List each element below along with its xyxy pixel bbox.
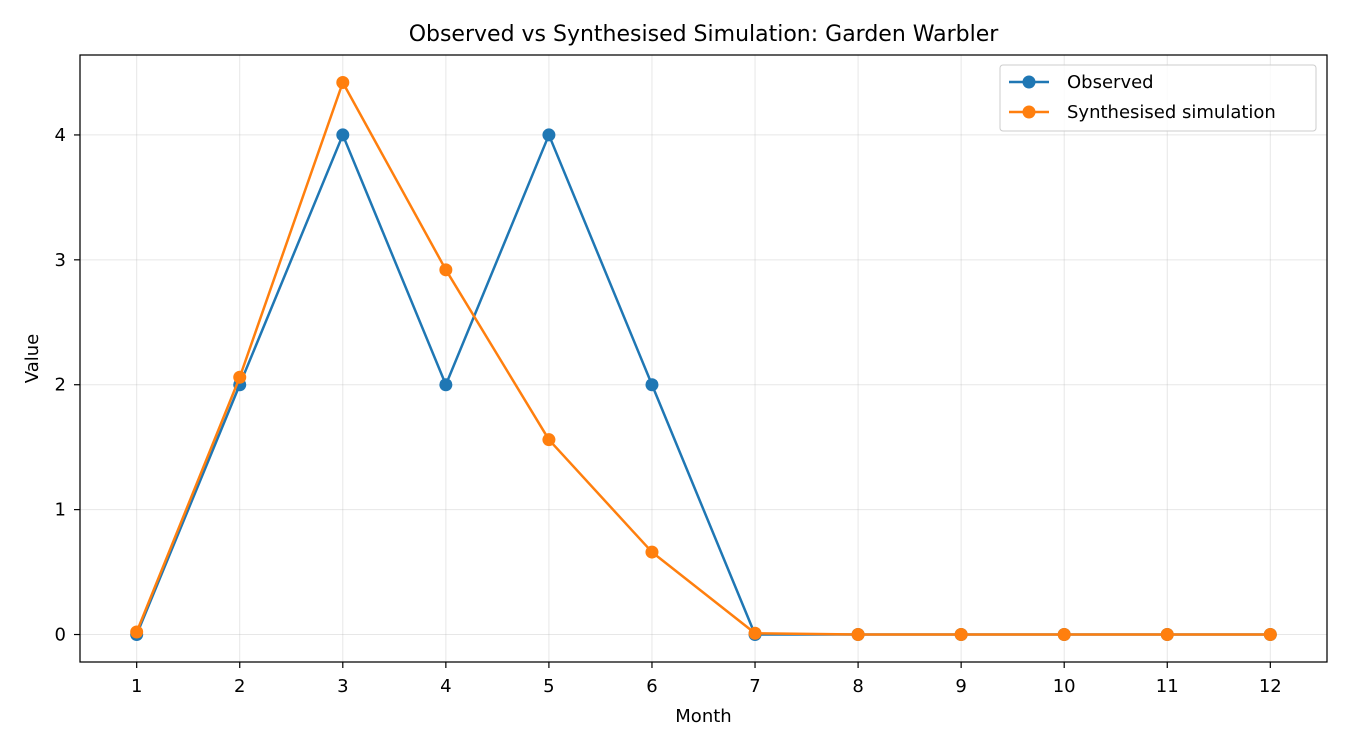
data-point-simulation [542,433,556,447]
data-point-observed [645,378,659,392]
x-tick-label: 6 [646,676,657,697]
data-point-observed [336,128,350,142]
data-point-simulation [233,370,247,384]
data-point-simulation [1057,628,1071,642]
y-tick-label: 0 [55,625,66,646]
x-tick-label: 8 [852,676,863,697]
legend-label-simulation: Synthesised simulation [1067,102,1276,123]
plot-frame [79,54,1328,663]
x-tick-label: 2 [234,676,245,697]
x-tick-label: 12 [1259,676,1282,697]
x-tick-label: 7 [749,676,760,697]
data-point-simulation [1160,628,1174,642]
x-tick-label: 10 [1053,676,1076,697]
legend-marker-observed [1022,75,1036,89]
series-layer [130,75,1277,642]
legend-marker-simulation [1022,105,1036,119]
legend-box [999,64,1317,132]
x-tick-label: 1 [131,676,142,697]
data-point-simulation [748,626,762,640]
y-axis-label: Value [22,334,43,383]
data-point-simulation [439,263,453,277]
data-point-observed [439,378,453,392]
data-point-simulation [851,628,865,642]
x-tick-label: 4 [440,676,451,697]
y-tick-label: 1 [55,500,66,521]
data-point-observed [542,128,556,142]
x-axis-label: Month [675,706,731,727]
y-tick-label: 2 [55,375,66,396]
x-tick-label: 11 [1156,676,1179,697]
y-tick-label: 4 [55,125,66,146]
x-tick-label: 3 [337,676,348,697]
data-point-simulation [645,545,659,559]
legend: Observed Synthesised simulation [999,64,1317,132]
data-point-simulation [954,628,968,642]
series-line-simulation [135,81,1271,636]
chart-title: Observed vs Synthesised Simulation: Gard… [409,22,1000,47]
data-point-simulation [336,75,350,89]
data-point-simulation [130,625,144,639]
x-tick-label: 5 [543,676,554,697]
y-tick-label: 3 [55,250,66,271]
x-tick-label: 9 [955,676,966,697]
legend-label-observed: Observed [1067,72,1154,93]
data-point-simulation [1263,628,1277,642]
